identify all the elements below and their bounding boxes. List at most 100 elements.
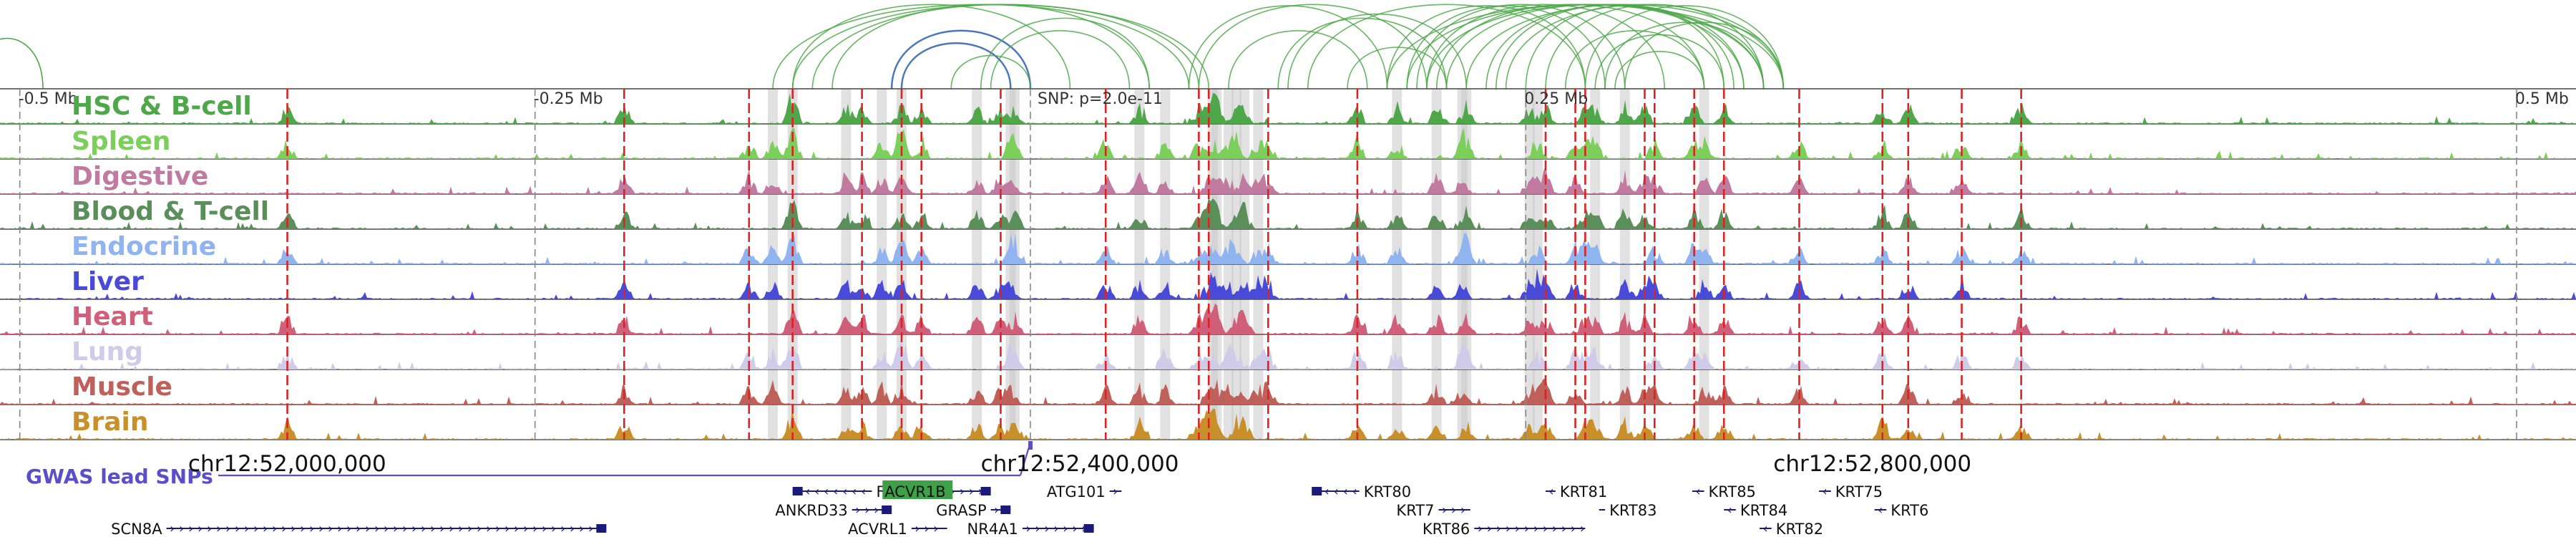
- track-label: Muscle: [72, 372, 172, 402]
- strand-chevron: ‹: [1762, 521, 1767, 536]
- gene-krt85[interactable]: ‹ KRT85: [1692, 483, 1756, 500]
- strand-chevron: ›: [874, 503, 879, 518]
- gene-name: KRT6: [1890, 502, 1928, 519]
- chromatin-loop: [1406, 4, 1765, 90]
- strand-chevron: ›: [1543, 521, 1548, 536]
- strand-chevron: ›: [1053, 521, 1058, 536]
- gene-nr4a1[interactable]: ›››››››NR4A1: [967, 521, 1094, 537]
- strand-chevron: ›: [495, 521, 500, 536]
- strand-chevron: ›: [449, 521, 454, 536]
- strand-chevron: ›: [225, 521, 230, 536]
- strand-chevron: ›: [588, 521, 593, 536]
- chromatin-loop: [950, 54, 1031, 90]
- strand-chevron: ‹: [814, 484, 819, 499]
- gene-krt84[interactable]: ‹ KRT84: [1724, 502, 1787, 519]
- strand-chevron: ›: [1451, 503, 1456, 518]
- track-label: Heart: [72, 302, 153, 332]
- strand-chevron: ›: [1113, 484, 1118, 499]
- chromatin-loop: [1614, 51, 1705, 90]
- strand-chevron: ›: [486, 521, 491, 536]
- gene-exon: [980, 487, 991, 495]
- gene-krt75[interactable]: ‹ KRT75: [1819, 483, 1883, 500]
- strand-chevron: ›: [458, 521, 463, 536]
- strand-chevron: ›: [477, 521, 482, 536]
- strand-chevron: ›: [272, 521, 277, 536]
- gene-name: KRT75: [1835, 483, 1883, 500]
- gene-name: ANKRD33: [775, 502, 847, 519]
- strand-chevron: ›: [1571, 521, 1576, 536]
- gene-highlight: [882, 480, 953, 499]
- signal-track-heart: [0, 304, 2576, 334]
- gene-name: GRASP: [936, 502, 986, 519]
- distance-axis: -0.5 Mb -0.25 Mb 0.25 Mb 0.5 Mb SNP: p=2.0e-…: [19, 89, 2569, 440]
- strand-chevron: ›: [393, 521, 398, 536]
- strand-chevron: ›: [914, 521, 919, 536]
- track-label: Blood & T-cell: [72, 197, 269, 226]
- strand-chevron: ›: [1580, 521, 1585, 536]
- strand-chevron: ›: [579, 521, 584, 536]
- strand-chevron: ›: [570, 521, 575, 536]
- gene-atg101[interactable]: › ATG101: [1047, 483, 1122, 500]
- track-label: Spleen: [72, 127, 171, 156]
- gene-name: KRT85: [1709, 483, 1756, 500]
- strand-chevron: ›: [430, 521, 435, 536]
- strand-chevron: ›: [263, 521, 268, 536]
- gene-grasp[interactable]: ››GRASP: [936, 502, 1011, 519]
- gene-scn8a[interactable]: › › › › › › › › › › › › › › › › › › › › › › › › › › › › › › › › › › › › › › › ›…: [111, 521, 607, 537]
- chromatin-loop: [1584, 5, 1785, 90]
- gene-krt7[interactable]: › › › KRT7: [1396, 502, 1470, 519]
- strand-chevron: ›: [1561, 521, 1566, 536]
- strand-chevron: ›: [402, 521, 407, 536]
- gene-name: ACVRL1: [848, 521, 907, 537]
- gene-name: ATG101: [1047, 483, 1106, 500]
- gene-ankrd33[interactable]: ››››ANKRD33: [775, 502, 892, 519]
- strand-chevron: ›: [1035, 521, 1040, 536]
- gene-exon: [1000, 505, 1011, 514]
- strand-chevron: ›: [411, 521, 416, 536]
- chromatin-loop: [1495, 4, 1735, 90]
- gene-krt80[interactable]: ‹‹‹‹‹KRT80: [1312, 483, 1411, 500]
- chromatin-loop: [890, 29, 1032, 90]
- strand-chevron: ›: [356, 521, 361, 536]
- signal-track-brain: [0, 409, 2576, 440]
- chromatin-loop: [1545, 4, 1765, 90]
- strand-chevron: ›: [924, 521, 929, 536]
- gene-acvrl1[interactable]: › › › ACVRL1: [848, 521, 947, 537]
- gene-krt86[interactable]: › › › › › › › › › › › › KRT86: [1423, 521, 1586, 537]
- strand-chevron: ›: [523, 521, 528, 536]
- strand-chevron: ›: [855, 503, 860, 518]
- chromatin-loop: [1525, 5, 1725, 90]
- strand-chevron: ‹: [1548, 484, 1553, 499]
- gwas-track-label: GWAS lead SNPs: [26, 465, 213, 488]
- gene-name: NR4A1: [967, 521, 1018, 537]
- track-label: HSC & B-cell: [72, 92, 252, 121]
- strand-chevron: ›: [328, 521, 333, 536]
- gene-krt82[interactable]: ‹ KRT82: [1760, 521, 1823, 537]
- axis-distance-label: 0.5 Mb: [2515, 90, 2569, 108]
- strand-chevron: ›: [439, 521, 444, 536]
- strand-chevron: ›: [253, 521, 258, 536]
- strand-chevron: ›: [1552, 521, 1557, 536]
- gene-krt81[interactable]: ‹ KRT81: [1546, 483, 1607, 500]
- gene-exon: [1312, 487, 1322, 495]
- signal-track-blood-t-cell: [0, 198, 2576, 229]
- chromatin-loop: [1416, 4, 1626, 90]
- strand-chevron: ›: [1496, 521, 1501, 536]
- strand-chevron: ›: [1460, 503, 1465, 518]
- chromatin-loop: [0, 37, 44, 90]
- strand-chevron: ‹: [861, 484, 866, 499]
- strand-chevron: ‹: [1823, 484, 1828, 499]
- strand-chevron: ‹: [824, 484, 829, 499]
- gene-acvr1b[interactable]: ›››››››››››ACVR1B: [882, 480, 991, 500]
- lead-snp-label: SNP: p=2.0e-11: [1038, 90, 1163, 108]
- strand-chevron: ›: [994, 503, 999, 518]
- strand-chevron: ›: [365, 521, 370, 536]
- strand-chevron: ›: [197, 521, 203, 536]
- chromatin-loop: [1485, 4, 1745, 90]
- gene-krt83[interactable]: KRT83: [1599, 502, 1657, 519]
- chromatin-loop: [1198, 4, 1428, 90]
- strand-chevron: ›: [281, 521, 286, 536]
- strand-chevron: ‹: [805, 484, 810, 499]
- gene-krt6[interactable]: ‹ KRT6: [1874, 502, 1929, 519]
- strand-chevron: ›: [1044, 521, 1049, 536]
